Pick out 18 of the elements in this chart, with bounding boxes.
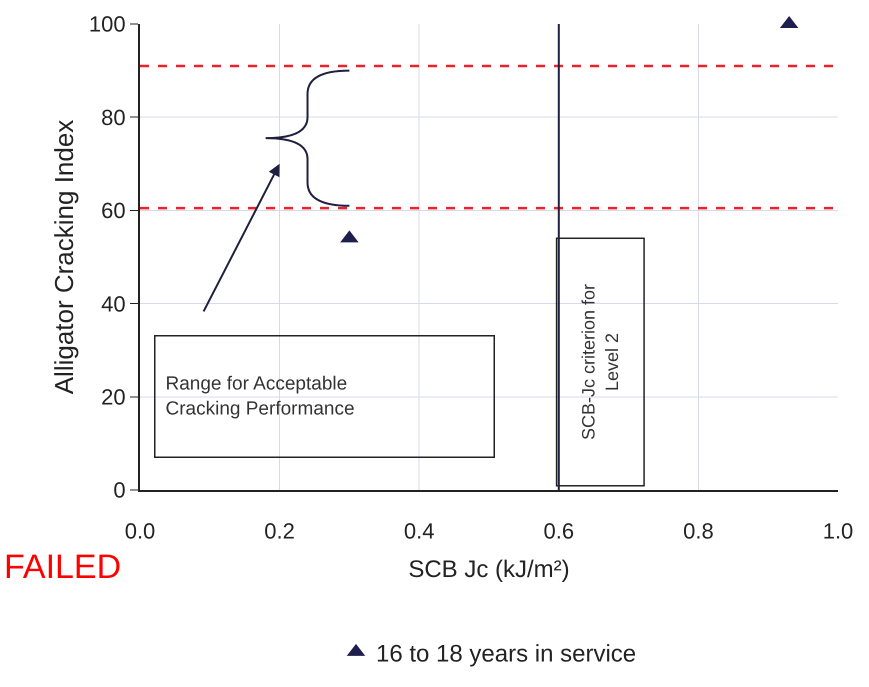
x-tick-label: 0.6 [544, 518, 574, 544]
y-tick-label: 20 [101, 384, 126, 410]
x-tick-label: 0.8 [683, 518, 714, 544]
x-tick-label: 1.0 [822, 518, 854, 544]
annotation: Range for Acceptable Cracking Performance [166, 374, 355, 420]
y-tick-label: 40 [101, 291, 126, 316]
legend-label: 16 to 18 years in service [376, 640, 636, 668]
text: FAILED [4, 548, 122, 586]
y-axis-title: Alligator Cracking Index [48, 120, 79, 394]
y-tick-label: 80 [101, 104, 126, 130]
y-tick-label: 60 [101, 198, 126, 224]
x-tick-label: 0.0 [124, 518, 156, 544]
y-tick-label: 0 [113, 478, 126, 503]
x-axis-title: SCB Jc (kJ/m²) [408, 556, 570, 584]
x-tick-label: 0.4 [404, 518, 434, 544]
annotation: SCB-Jc criterion for Level 2 [578, 284, 622, 440]
y-tick-label: 100 [88, 12, 126, 37]
x-tick-label: 0.2 [264, 518, 295, 544]
